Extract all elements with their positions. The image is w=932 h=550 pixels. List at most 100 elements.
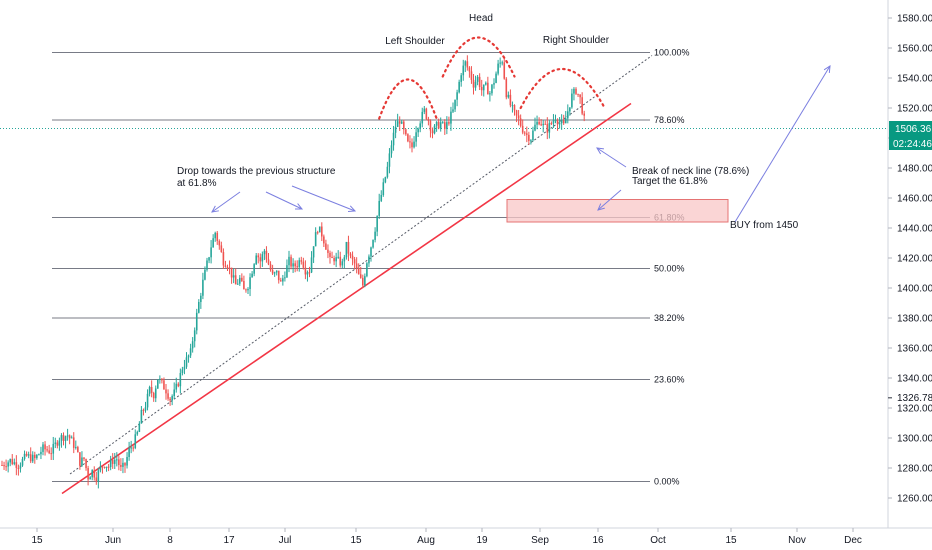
candle-body [15,462,18,468]
candle-body [234,275,237,285]
candle-body [64,436,67,441]
candle-body [507,94,510,98]
candle-body [329,252,331,257]
candle-body [42,444,44,452]
candle-body [66,435,69,437]
arrow-head [597,203,605,211]
candle-body [571,93,573,108]
candle-body [202,279,204,296]
time-axis[interactable]: 15 Jun 8 17 Jul 15 Aug 19 Sep 16 Oct 15 Nov Dec [31,528,862,546]
candle-body [167,393,169,399]
candle-body [144,407,147,411]
candle-body [431,130,434,134]
candle-body [146,393,149,408]
candle-body [93,469,96,478]
candle-body [331,256,333,259]
candle-body [36,454,38,459]
candle-body [349,253,352,256]
fib-label: 0.00% [654,477,680,487]
candle-body [54,442,57,444]
candle-body [87,468,89,480]
time-tick-label: Dec [844,535,862,546]
candle-body [169,398,171,401]
candle-body [40,451,42,455]
candle-body [386,166,389,178]
candle-body [446,122,448,129]
candle-body [536,121,538,125]
candle-body [130,447,132,449]
price-tick-label: 1560.00 [897,44,932,55]
candle-body [83,457,85,460]
countdown-value: 02:24:46 [893,139,932,150]
time-tick-label: Jul [279,535,292,546]
candle-body [439,122,442,129]
candle-body [273,272,276,274]
candle-body [56,442,59,446]
candle-body [415,132,417,142]
candle-body [239,277,241,284]
candle-body [577,93,579,95]
candle-body [247,288,249,291]
candle-body [1,465,3,466]
candle-body [267,259,270,265]
candle-body [318,226,321,233]
price-tick-label: 1480.00 [897,164,932,175]
candle-body [284,277,286,279]
price-axis[interactable]: 1260.00 1280.00 1300.00 1320.00 1340.00 1360.… [888,14,932,505]
arrow-head [347,205,357,213]
candle-body [304,267,307,275]
candle-body [230,267,233,278]
candle-body [579,94,581,98]
candle-body [50,453,52,455]
fib-label: 50.00% [654,264,685,274]
candle-body [187,355,190,358]
drop-note-line2: at 61.8% [177,178,217,189]
candle-body [562,120,565,124]
candle-body [560,120,563,124]
annotation-arrow [291,185,356,212]
candle-body [489,93,491,95]
candle-body [222,252,225,266]
candle-body [505,78,508,98]
candle-body [433,125,436,134]
break-note-line1: Break of neck line (78.6%) [632,166,749,177]
candle-body [429,120,432,131]
candle-body [91,469,93,478]
candle-body [423,108,426,112]
candle-body [347,241,350,254]
shoulder-arc [519,68,606,110]
candle-body [573,88,575,94]
candle-body [528,134,530,141]
candle-body [425,108,428,119]
candle-body [335,257,337,262]
candle-body [23,453,26,459]
candle-body [390,145,393,154]
candle-body [321,226,323,237]
price-tick-label: 1520.00 [897,104,932,115]
candle-body [200,295,202,303]
candle-body [454,99,456,110]
right-shoulder-label: Right Shoulder [543,35,610,46]
time-tick-label: 15 [725,535,737,546]
candle-body [220,245,223,253]
candle-body [251,273,253,278]
candle-body [298,260,301,267]
candle-body [306,272,309,275]
candle-body [142,409,145,411]
candle-body [97,470,100,482]
price-tick-label: 1400.00 [897,284,932,295]
price-tick-label: 1460.00 [897,194,932,205]
candle-body [343,257,346,262]
candle-body [513,105,516,111]
candle-body [388,153,391,167]
time-tick-label: Jun [105,535,121,546]
annotation-arrow [211,191,241,213]
price-tick-label: 1360.00 [897,344,932,355]
candle-body [345,241,348,258]
candle-body [3,465,5,467]
candle-body [173,389,175,397]
time-tick-label: 17 [223,535,235,546]
candle-body [421,111,424,124]
candle-body [148,387,151,394]
candle-body [122,462,124,467]
